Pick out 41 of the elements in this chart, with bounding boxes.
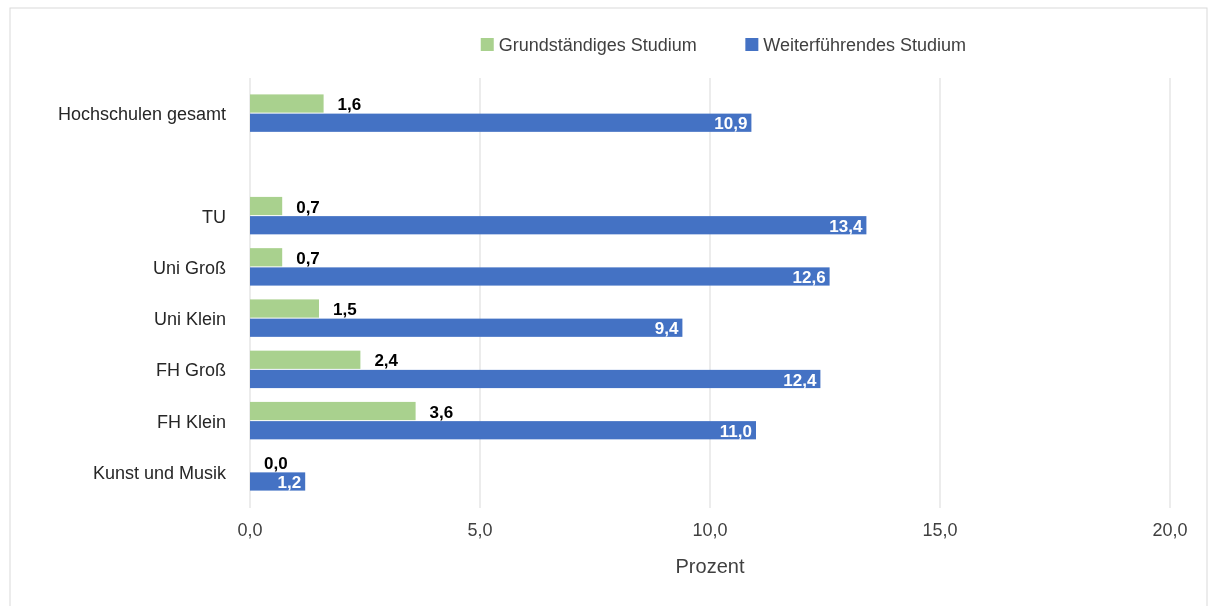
data-label: 13,4 — [829, 216, 863, 236]
x-tick-label: 5,0 — [467, 520, 493, 540]
data-label: 0,7 — [296, 197, 320, 217]
x-tick-label: 15,0 — [922, 520, 958, 540]
bar — [250, 350, 361, 369]
legend-label: Grundständiges Studium — [498, 35, 697, 56]
y-tick-label: Uni Klein — [153, 309, 226, 330]
data-label: 11,0 — [719, 421, 752, 441]
y-tick-label: FH Klein — [156, 411, 226, 432]
data-label: 1,6 — [337, 95, 362, 115]
bar — [250, 401, 416, 421]
bar — [250, 267, 830, 286]
data-label: 2,4 — [374, 351, 399, 371]
bar — [250, 369, 821, 389]
data-label: 12,4 — [783, 370, 817, 390]
bar — [250, 196, 283, 216]
x-axis-title: Prozent — [675, 555, 745, 577]
data-label: 9,4 — [654, 319, 679, 339]
x-tick-label: 20,0 — [1152, 520, 1188, 540]
bar — [250, 421, 756, 440]
data-label: 10,9 — [714, 114, 748, 134]
bar — [250, 113, 752, 132]
y-tick-label: FH Groß — [156, 360, 226, 381]
data-label: 0,0 — [264, 453, 288, 473]
y-tick-label: Uni Groß — [152, 257, 226, 278]
x-tick-label: 10,0 — [692, 520, 728, 540]
data-label: 3,6 — [429, 402, 454, 422]
bar — [250, 318, 683, 337]
bar — [250, 216, 867, 235]
y-tick-label: Hochschulen gesamt — [57, 104, 226, 125]
y-tick-label: TU — [202, 206, 226, 227]
bar — [250, 94, 324, 113]
y-tick-label: Kunst und Musik — [92, 462, 227, 483]
bar — [250, 248, 283, 267]
data-label: 0,7 — [296, 248, 320, 268]
data-label: 1,5 — [333, 300, 357, 320]
bar — [250, 299, 319, 318]
legend-label: Weiterführendes Studium — [763, 35, 967, 56]
data-label: 1,2 — [277, 473, 302, 493]
x-tick-label: 0,0 — [237, 520, 263, 540]
data-label: 12,6 — [792, 268, 826, 288]
